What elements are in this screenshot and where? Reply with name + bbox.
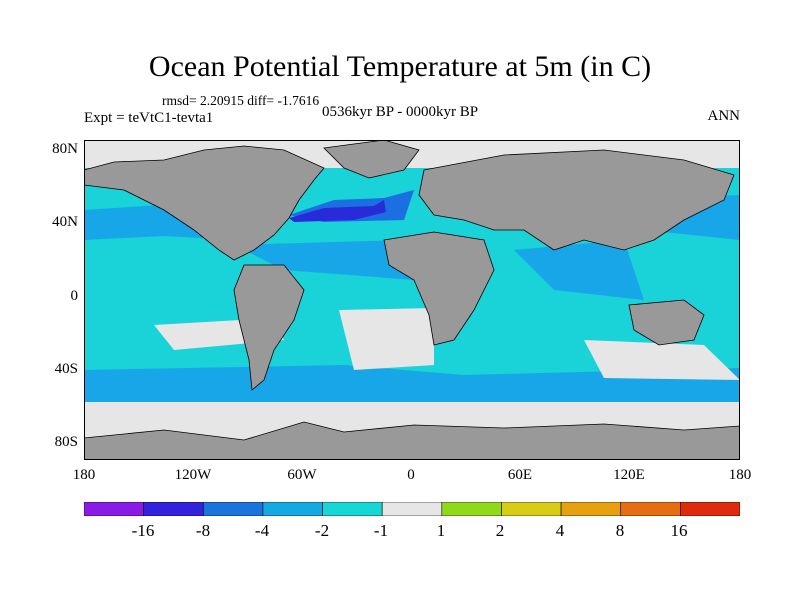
stats-text: rmsd= 2.20915 diff= -1.7616 — [162, 93, 320, 108]
period-label: 0536kyr BP - 0000kyr BP — [322, 104, 479, 120]
eurasia — [418, 149, 735, 251]
map-frame — [84, 140, 740, 460]
antarctica — [84, 421, 740, 460]
colorbar — [84, 502, 740, 516]
indian-ocean-cooling — [514, 240, 644, 300]
chart-title: Ocean Potential Temperature at 5m (in C) — [148, 50, 652, 83]
south-indian-neutral — [584, 340, 740, 380]
lat-label-80n: 80N — [52, 141, 78, 157]
south-atlantic-neutral — [339, 308, 434, 370]
colorbar-label-8: 8 — [615, 521, 625, 540]
colorbar-segment-9 — [620, 502, 681, 516]
colorbar-label-0: -16 — [131, 521, 155, 540]
lat-label-40s: 40S — [54, 361, 78, 377]
colorbar-segment-10 — [680, 502, 740, 516]
lat-label-0: 0 — [70, 288, 79, 304]
lon-label-60w: 60W — [287, 467, 317, 483]
lon-label-180w: 180 — [72, 467, 96, 483]
temperature-map — [84, 140, 740, 460]
colorbar-segment-0 — [84, 502, 144, 516]
season-label: ANN — [707, 108, 741, 124]
greenland — [323, 140, 420, 179]
lat-label-40n: 40N — [52, 214, 78, 230]
colorbar-segment-7 — [501, 502, 562, 516]
colorbar-segment-4 — [322, 502, 383, 516]
lon-label-120w: 120W — [174, 467, 212, 483]
africa — [383, 231, 495, 346]
colorbar-segment-8 — [560, 502, 622, 516]
colorbar-segment-3 — [262, 502, 323, 516]
colorbar-label-3: -2 — [314, 521, 330, 540]
land-masses — [84, 140, 740, 460]
colorbar-segment-6 — [441, 502, 502, 516]
colorbar-label-4: -1 — [373, 521, 389, 540]
colorbar-segment-1 — [143, 502, 204, 516]
australia — [628, 299, 705, 346]
lat-label-80s: 80S — [54, 434, 78, 450]
colorbar-label-7: 4 — [555, 521, 565, 540]
colorbar-label-5: 1 — [436, 521, 446, 540]
lon-label-0: 0 — [407, 467, 415, 483]
southern-mid-latitude-cooling — [84, 365, 740, 402]
north-atlantic-strong-cooling — [289, 200, 386, 222]
colorbar-label-6: 2 — [495, 521, 505, 540]
lon-label-180e: 180 — [728, 467, 752, 483]
colorbar-segment-2 — [202, 502, 264, 516]
colorbar-label-2: -4 — [254, 521, 270, 540]
colorbar-label-9: 16 — [670, 521, 688, 540]
lon-label-120e: 120E — [613, 467, 645, 483]
north-america — [84, 145, 325, 261]
colorbar-label-1: -8 — [195, 521, 211, 540]
tropical-atlantic-cooling — [234, 240, 414, 280]
lon-label-60e: 60E — [507, 467, 533, 483]
experiment-label: Expt = teVtC1-tevta1 — [84, 110, 214, 126]
south-america — [233, 264, 305, 391]
colorbar-segment-5 — [381, 502, 443, 516]
